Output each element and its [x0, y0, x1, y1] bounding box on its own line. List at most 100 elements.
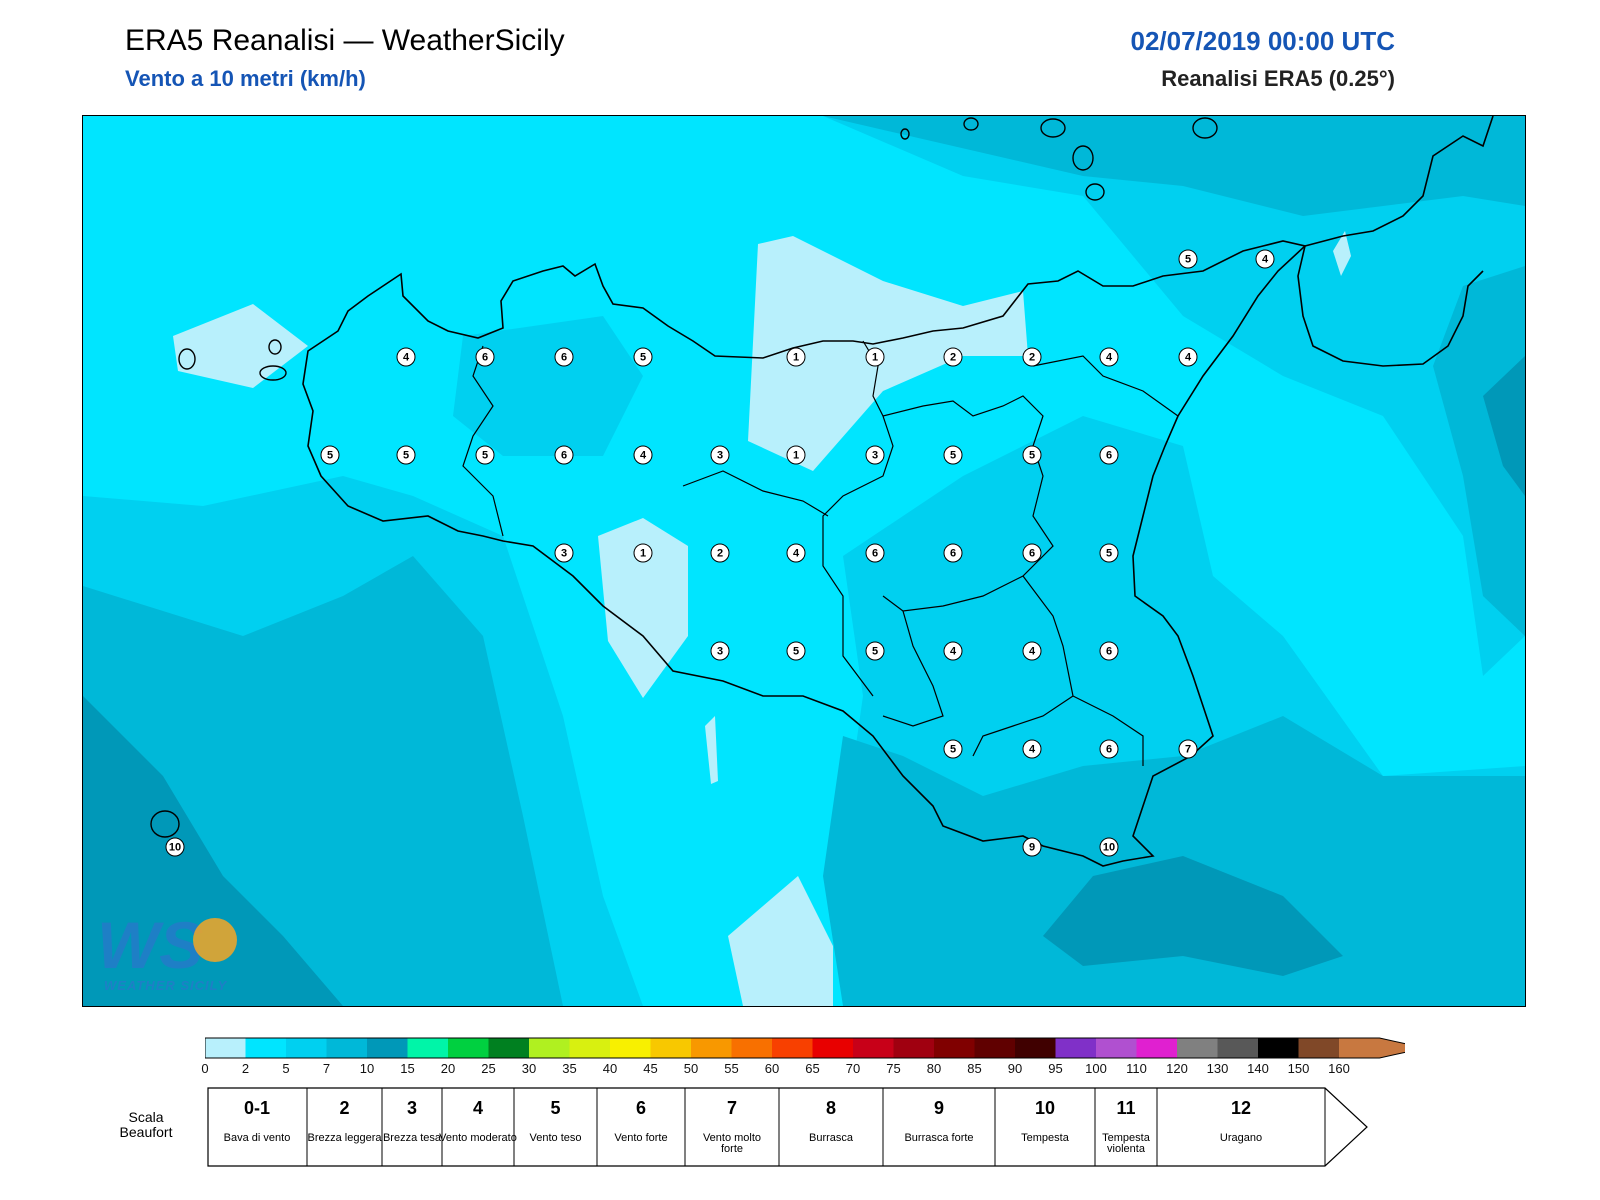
sun-icon: [193, 918, 237, 962]
station-circle: [165, 837, 185, 857]
station-marker: 2: [943, 347, 963, 367]
colorbar-segment: [691, 1038, 732, 1058]
wind-map[interactable]: 4 6 6 5 1 1 2 2 4 4 5 5 5 6 4 3 1 3 5 5 6 3 1 2 4 6 6 6 5 3 5 5 4 4 6 5 4 6 7 9…: [82, 115, 1526, 1007]
colorbar-tick-label: 130: [1206, 1061, 1229, 1076]
colorbar-tick-label: 75: [886, 1061, 901, 1076]
station-circle: [1099, 739, 1119, 759]
colorbar-segment: [407, 1038, 449, 1058]
calabria-south: [1297, 245, 1484, 367]
wind-field-0-2-spot: [705, 716, 718, 784]
beaufort-label: Scala Beaufort: [119, 1109, 173, 1140]
station-circle: [865, 641, 885, 661]
colorbar-tick-label: 55: [724, 1061, 739, 1076]
beaufort-description: Vento forte: [614, 1132, 668, 1144]
station-marker: 6: [943, 543, 963, 563]
station-circle: [865, 543, 885, 563]
wind-map-svg: 4 6 6 5 1 1 2 2 4 4 5 5 5 6 4 3 1 3 5 5 6 3 1 2 4 6 6 6 5 3 5 5 4 4 6 5 4 6 7 9…: [83, 116, 1525, 1006]
station-circle: [1099, 543, 1119, 563]
beaufort-description: Brezza leggera: [307, 1132, 382, 1144]
station-circle: [943, 641, 963, 661]
station-value: 6: [1106, 744, 1112, 756]
station-marker: 5: [633, 347, 653, 367]
beaufort-description: Tempesta: [1021, 1132, 1069, 1144]
station-marker: 3: [865, 445, 885, 465]
beaufort-description: Brezza tesa: [382, 1132, 442, 1144]
colorbar-tick-label: 45: [643, 1061, 658, 1076]
station-marker: 4: [1022, 739, 1042, 759]
wind-field-0-2-calabria: [1333, 231, 1351, 276]
station-marker: 4: [1178, 347, 1198, 367]
station-value: 6: [1106, 450, 1112, 462]
station-circle: [1022, 347, 1042, 367]
station-value: 2: [1029, 352, 1035, 364]
station-value: 7: [1185, 744, 1191, 756]
colorbar-segment: [1217, 1038, 1259, 1058]
colorbar-segment: [569, 1038, 611, 1058]
station-circle: [943, 739, 963, 759]
border-palermo-caltanissetta: [822, 340, 894, 697]
station-marker: 5: [1022, 445, 1042, 465]
station-circle: [710, 445, 730, 465]
station-value: 4: [640, 450, 647, 462]
island-favignana: [259, 365, 287, 381]
station-value: 6: [1029, 548, 1035, 560]
beaufort-scale: [207, 1087, 1368, 1167]
station-marker: 6: [554, 445, 574, 465]
station-circle: [710, 543, 730, 563]
colorbar-tick-label: 50: [683, 1061, 699, 1076]
border-caltanissetta-ragusa: [882, 610, 944, 727]
station-marker: 5: [320, 445, 340, 465]
station-value: 6: [482, 352, 488, 364]
station-circle: [786, 347, 806, 367]
wind-field-0-2-north: [748, 236, 1028, 471]
station-circle: [865, 445, 885, 465]
station-value: 6: [561, 450, 567, 462]
station-value: 3: [872, 450, 878, 462]
colorbar-tick-label: 70: [845, 1061, 861, 1076]
colorbar-segment: [367, 1038, 408, 1058]
colorbar-segment: [326, 1038, 368, 1058]
station-circle: [1178, 347, 1198, 367]
station-circle: [396, 347, 416, 367]
colorbar-tick-label: 95: [1048, 1061, 1063, 1076]
station-value: 6: [950, 548, 956, 560]
station-marker: 2: [1022, 347, 1042, 367]
station-circle: [633, 445, 653, 465]
station-circle: [943, 347, 963, 367]
station-circle: [710, 641, 730, 661]
wind-field-0-2-sea: [728, 876, 833, 1006]
station-value: 4: [1106, 352, 1113, 364]
station-circle: [1022, 837, 1042, 857]
small-islands: [150, 117, 1218, 838]
colorbar-segment: [893, 1038, 935, 1058]
station-marker: 4: [786, 543, 806, 563]
beaufort-number: 6: [635, 1098, 647, 1118]
colorbar-tick-label: 150: [1287, 1061, 1310, 1076]
wind-field-10-15-southeast: [1043, 856, 1343, 976]
colorbar-segment: [448, 1038, 489, 1058]
colorbar-segment: [1055, 1038, 1097, 1058]
station-circle: [396, 445, 416, 465]
station-circle: [1022, 739, 1042, 759]
station-value: 5: [327, 450, 333, 462]
wind-field-10-15-east: [1483, 356, 1525, 496]
border-agrigento: [682, 470, 829, 517]
colorbar-segment: [488, 1038, 530, 1058]
station-circle: [943, 445, 963, 465]
station-value: 4: [403, 352, 410, 364]
island-marettimo: [178, 348, 196, 370]
beaufort-number: 0-1: [243, 1098, 271, 1118]
island-pantelleria: [150, 810, 180, 838]
station-value: 5: [482, 450, 488, 462]
station-marker: 6: [1022, 543, 1042, 563]
station-value: 1: [872, 352, 878, 364]
colorbar-tick-label: 100: [1085, 1061, 1107, 1076]
wind-field-5-7-nw: [453, 316, 643, 456]
station-value: 3: [561, 548, 567, 560]
beaufort-number: 10: [1034, 1098, 1056, 1118]
station-circle: [1022, 641, 1042, 661]
colorbar-tick-label: 140: [1247, 1061, 1269, 1076]
colorbar-segment: [1298, 1038, 1340, 1058]
station-circle: [554, 445, 574, 465]
colorbar-segment: [610, 1038, 651, 1058]
